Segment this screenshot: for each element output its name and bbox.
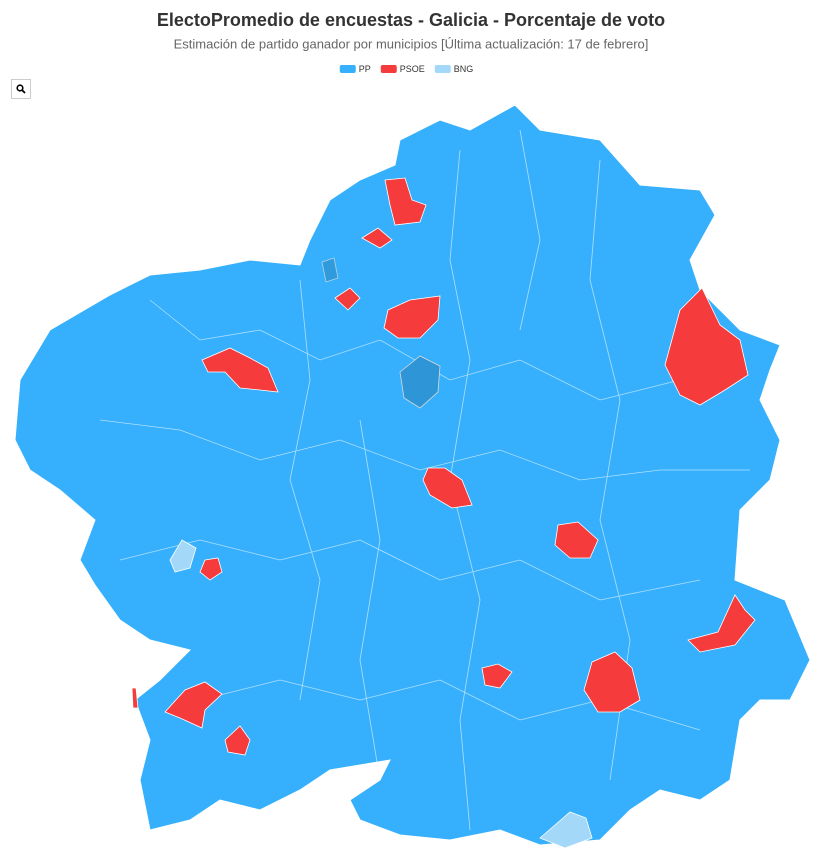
legend-swatch xyxy=(434,65,451,73)
region xyxy=(164,681,223,729)
region xyxy=(321,257,339,283)
region xyxy=(199,557,223,581)
title: ElectoPromedio de encuestas - Galicia - … xyxy=(157,10,665,30)
region xyxy=(422,467,473,509)
region xyxy=(361,227,393,249)
region xyxy=(687,594,756,653)
region xyxy=(664,287,749,406)
region xyxy=(383,295,441,339)
region xyxy=(224,725,251,756)
legend: PP PSOE BNG xyxy=(339,64,474,74)
search-button[interactable] xyxy=(11,79,31,99)
region xyxy=(201,347,279,393)
red-municipalities xyxy=(131,177,756,756)
bng-municipalities xyxy=(169,539,593,849)
municipal-borders xyxy=(99,129,750,831)
region xyxy=(481,663,513,689)
region xyxy=(539,811,593,849)
region xyxy=(583,651,641,713)
legend-swatch xyxy=(339,65,356,73)
legend-item: PSOE xyxy=(380,64,425,74)
region xyxy=(334,287,361,311)
region xyxy=(169,539,197,573)
subtitle: Estimación de partido ganador por munici… xyxy=(174,36,649,51)
region xyxy=(384,177,427,226)
map xyxy=(14,104,811,849)
region xyxy=(131,687,139,709)
region xyxy=(554,521,599,559)
pp-dark-municipalities xyxy=(321,257,441,409)
legend-item: BNG xyxy=(434,64,474,74)
legend-label: BNG xyxy=(454,64,474,74)
legend-label: PSOE xyxy=(400,64,425,74)
region xyxy=(399,355,441,409)
search-icon xyxy=(16,83,26,94)
legend-item: PP xyxy=(339,64,371,74)
legend-swatch xyxy=(380,65,397,73)
legend-label: PP xyxy=(359,64,371,74)
